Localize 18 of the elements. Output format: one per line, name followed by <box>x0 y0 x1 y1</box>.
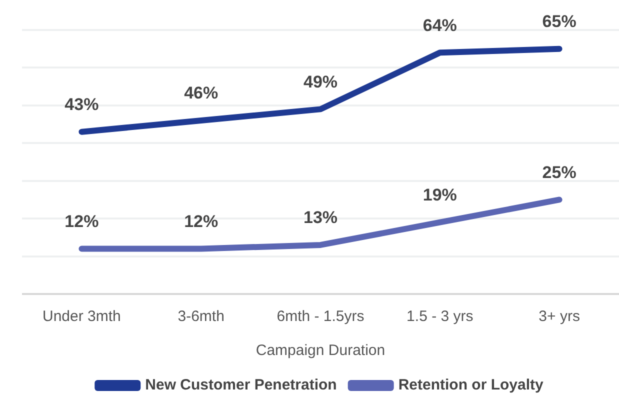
data-label: 65% <box>542 12 576 32</box>
x-tick-label: Under 3mth <box>42 308 121 326</box>
x-tick-label: 1.5 - 3 yrs <box>406 308 474 326</box>
data-label: 46% <box>184 84 218 103</box>
legend-label: New Customer Penetration <box>145 376 337 394</box>
data-label: 43% <box>64 95 99 114</box>
x-tick-label: 3-6mth <box>178 308 224 326</box>
data-label: 12% <box>64 212 99 231</box>
data-label: 49% <box>303 72 338 92</box>
data-label: 12% <box>184 212 218 231</box>
x-tick-label: 3+ yrs <box>538 308 580 326</box>
data-label: 19% <box>422 186 457 205</box>
legend-label: Retention or Loyalty <box>398 376 544 394</box>
data-label: 13% <box>303 208 338 228</box>
data-label: 25% <box>542 162 576 182</box>
x-axis-title: Campaign Duration <box>256 342 386 360</box>
data-label: 64% <box>422 16 457 35</box>
x-tick-label: 6mth - 1.5yrs <box>276 308 364 326</box>
